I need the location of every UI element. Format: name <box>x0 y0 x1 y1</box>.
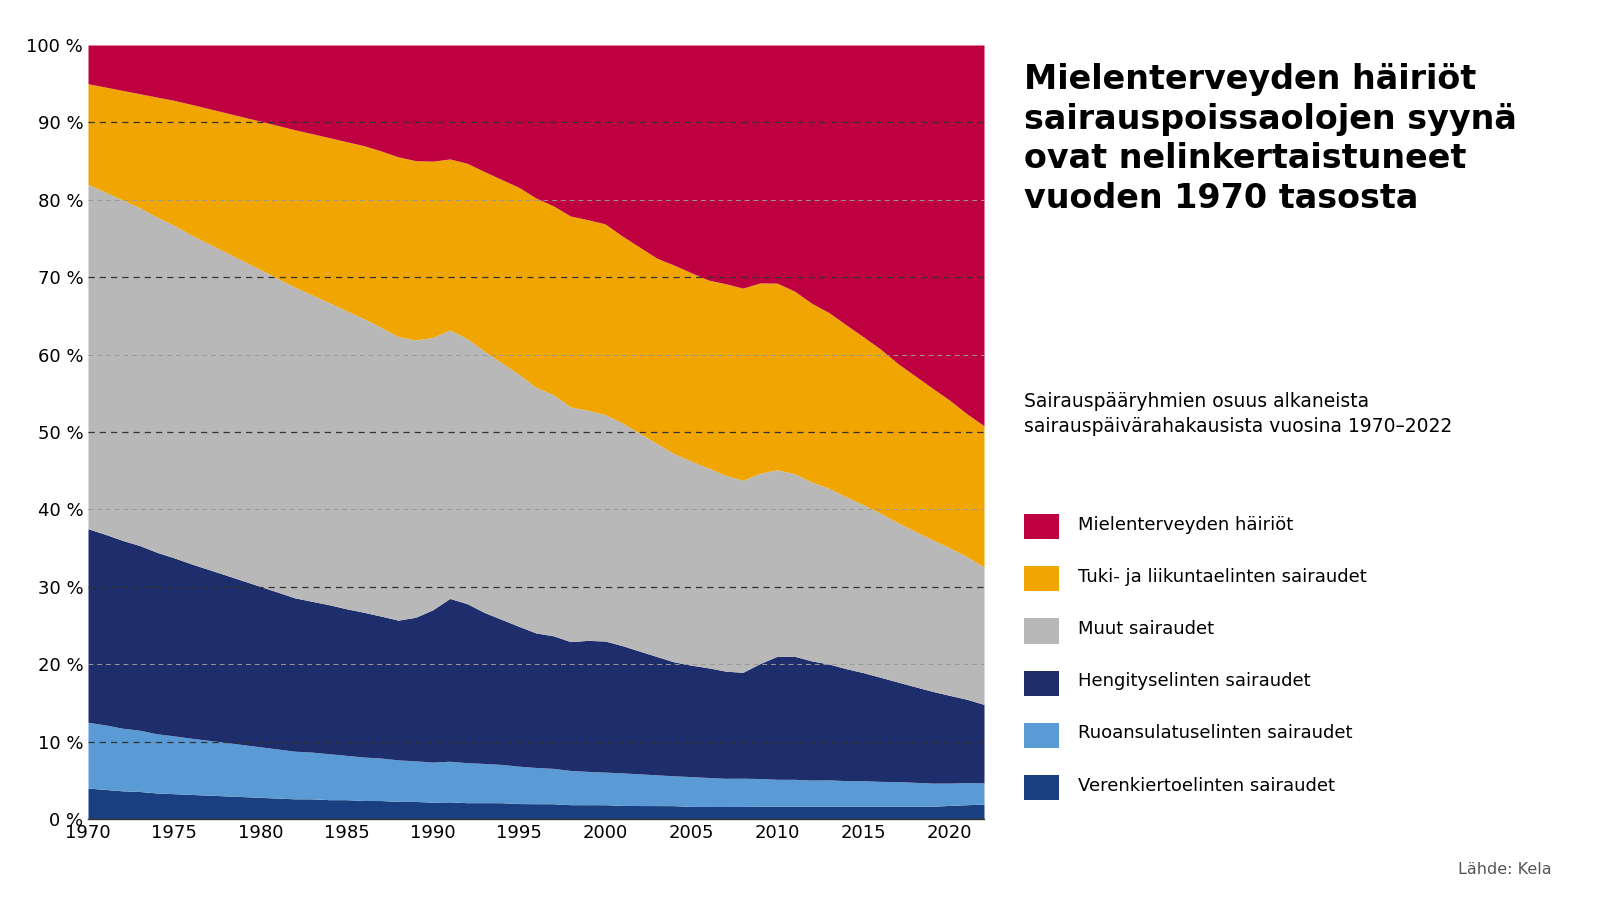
Text: Muut sairaudet: Muut sairaudet <box>1078 620 1214 638</box>
Text: Tuki- ja liikuntaelinten sairaudet: Tuki- ja liikuntaelinten sairaudet <box>1078 568 1366 586</box>
Text: Sairauspääryhmien osuus alkaneista
sairauspäivärahakausista vuosina 1970–2022: Sairauspääryhmien osuus alkaneista saira… <box>1024 392 1453 436</box>
Text: Ruoansulatuselinten sairaudet: Ruoansulatuselinten sairaudet <box>1078 724 1354 742</box>
Text: Mielenterveyden häiriöt: Mielenterveyden häiriöt <box>1078 516 1294 534</box>
Text: Mielenterveyden häiriöt
sairauspoissaolojen syynä
ovat nelinkertaistuneet
vuoden: Mielenterveyden häiriöt sairauspoissaolo… <box>1024 63 1517 214</box>
Text: Hengityselinten sairaudet: Hengityselinten sairaudet <box>1078 672 1310 690</box>
Text: Verenkiertoelinten sairaudet: Verenkiertoelinten sairaudet <box>1078 777 1336 795</box>
Text: Lähde: Kela: Lähde: Kela <box>1458 862 1552 878</box>
